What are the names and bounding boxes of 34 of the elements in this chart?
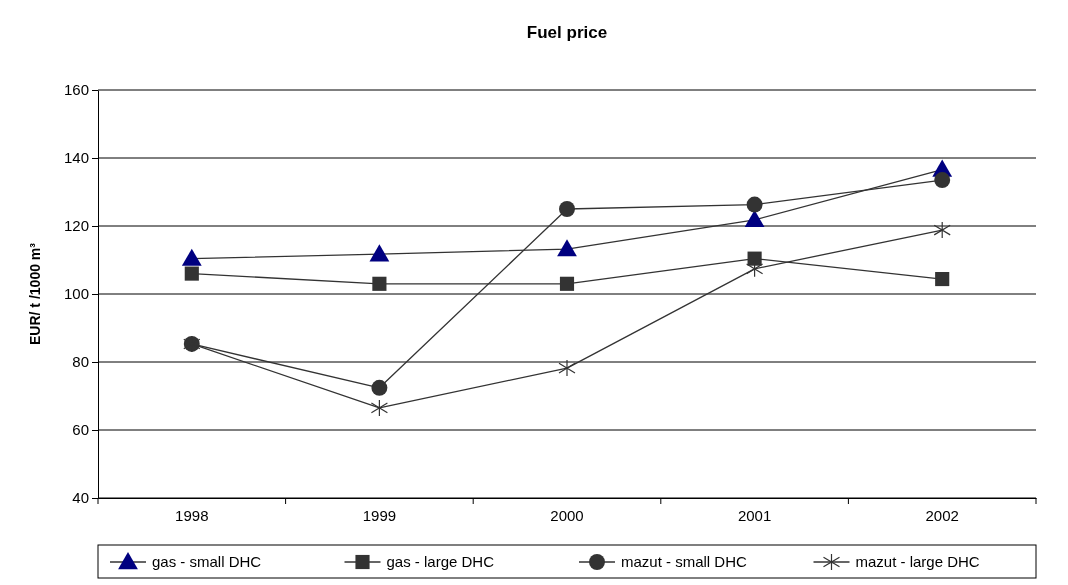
point	[935, 271, 950, 287]
x-tick-label: 2002	[925, 506, 959, 524]
point	[371, 379, 388, 396]
legend-label: mazut - small DHC	[621, 553, 748, 570]
point	[747, 251, 762, 266]
legend-label: gas - large DHC	[386, 553, 495, 570]
x-tick-label: 1999	[362, 506, 397, 524]
y-axis-title: EUR/ t /1000 m³	[27, 242, 43, 345]
point	[746, 196, 763, 213]
y-tick-label: 60	[72, 421, 89, 439]
point	[181, 248, 202, 266]
y-tick-label: 40	[72, 489, 89, 507]
point	[934, 172, 951, 189]
y-tick-label: 80	[72, 353, 89, 371]
point	[184, 266, 199, 281]
x-tick-label: 1998	[175, 506, 209, 524]
point	[369, 244, 390, 262]
legend-label: gas - small DHC	[152, 553, 262, 570]
legend-label: mazut - large DHC	[855, 553, 980, 570]
point	[372, 276, 387, 291]
x-tick-label: 2000	[550, 506, 584, 524]
y-tick-label: 100	[63, 285, 89, 303]
point	[370, 399, 388, 417]
point	[557, 239, 577, 257]
x-tick-label: 2001	[737, 506, 772, 524]
y-tick-label: 160	[63, 81, 89, 99]
point	[559, 276, 575, 291]
y-tick-label: 120	[63, 217, 89, 235]
y-tick-label: 140	[63, 149, 89, 167]
point	[559, 201, 575, 217]
point	[558, 359, 576, 377]
point	[933, 221, 951, 239]
point	[744, 209, 765, 228]
chart-title: Fuel price	[526, 23, 608, 42]
